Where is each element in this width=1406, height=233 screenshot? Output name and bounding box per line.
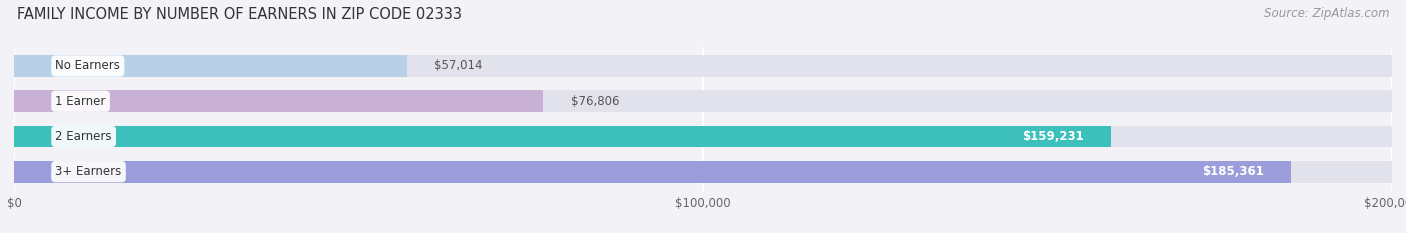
Text: No Earners: No Earners [55,59,121,72]
Bar [14,126,1111,147]
Text: $159,231: $159,231 [1022,130,1084,143]
Text: 2 Earners: 2 Earners [55,130,112,143]
Text: $57,014: $57,014 [434,59,482,72]
Bar [14,55,1392,77]
Text: $185,361: $185,361 [1202,165,1264,178]
Text: Source: ZipAtlas.com: Source: ZipAtlas.com [1264,7,1389,20]
Bar [14,126,1392,147]
Bar [14,90,1392,112]
Bar [14,161,1392,183]
Text: FAMILY INCOME BY NUMBER OF EARNERS IN ZIP CODE 02333: FAMILY INCOME BY NUMBER OF EARNERS IN ZI… [17,7,463,22]
Bar [14,55,406,77]
Text: $76,806: $76,806 [571,95,619,108]
Text: 1 Earner: 1 Earner [55,95,105,108]
Bar [14,90,543,112]
Text: 3+ Earners: 3+ Earners [55,165,122,178]
Bar [14,161,1291,183]
